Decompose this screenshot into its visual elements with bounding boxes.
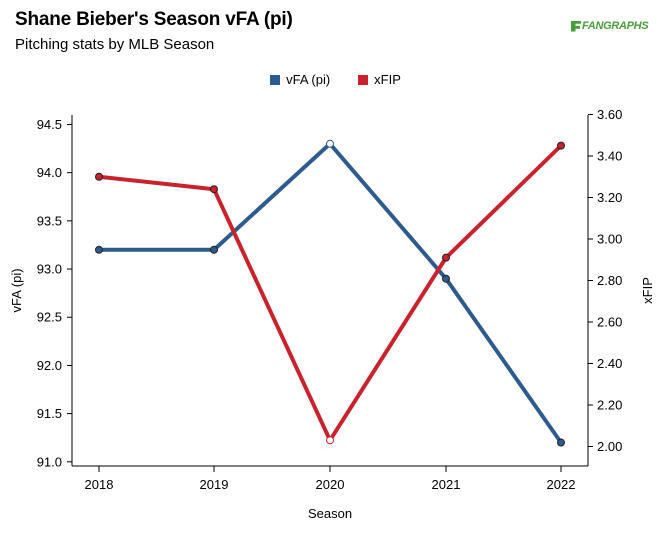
right-tick-label: 2.80 bbox=[597, 273, 622, 288]
data-point-vfa bbox=[557, 438, 565, 447]
right-tick-label: 3.20 bbox=[597, 190, 622, 205]
legend-item-xfip[interactable]: xFIP bbox=[358, 72, 401, 87]
legend-label-vfa: vFA (pi) bbox=[286, 72, 331, 87]
x-axis-title: Season bbox=[308, 506, 352, 521]
x-tick-label: 2018 bbox=[85, 477, 114, 492]
fangraphs-logo: FANGRAPHS bbox=[571, 19, 649, 33]
data-point-xfip bbox=[95, 172, 103, 181]
chart-subtitle: Pitching stats by MLB Season bbox=[15, 36, 215, 53]
right-tick-label: 2.20 bbox=[597, 398, 622, 413]
right-tick-label: 3.40 bbox=[597, 149, 622, 164]
data-point-vfa bbox=[95, 245, 103, 254]
x-tick-label: 2020 bbox=[316, 477, 345, 492]
legend-swatch-vfa bbox=[270, 74, 281, 85]
chart-legend: vFA (pi) xFIP bbox=[0, 72, 671, 87]
data-point-xfip bbox=[442, 253, 450, 262]
left-tick-label: 93.0 bbox=[37, 262, 62, 277]
series-line-xfip bbox=[97, 143, 563, 443]
right-tick-label: 2.40 bbox=[597, 356, 622, 371]
legend-label-xfip: xFIP bbox=[374, 72, 401, 87]
right-tick-label: 3.00 bbox=[597, 232, 622, 247]
left-axis-title: vFA (pi) bbox=[9, 268, 24, 312]
left-tick-label: 92.5 bbox=[37, 310, 62, 325]
data-point-xfip bbox=[557, 141, 565, 150]
fangraphs-logo-text: FANGRAPHS bbox=[582, 20, 649, 32]
data-point-vfa bbox=[442, 274, 450, 283]
series-line-vfa bbox=[97, 141, 563, 445]
left-tick-label: 91.0 bbox=[37, 454, 62, 469]
right-tick-label: 2.00 bbox=[597, 439, 622, 454]
fangraphs-logo-icon bbox=[571, 20, 581, 32]
x-tick-label: 2021 bbox=[432, 477, 461, 492]
x-tick-label: 2019 bbox=[200, 477, 229, 492]
right-axis-title: xFIP bbox=[640, 277, 655, 304]
right-tick-label: 3.60 bbox=[597, 107, 622, 122]
chart-title: Shane Bieber's Season vFA (pi) bbox=[15, 9, 293, 30]
left-tick-label: 91.5 bbox=[37, 406, 62, 421]
x-tick-label: 2022 bbox=[547, 477, 576, 492]
legend-item-vfa[interactable]: vFA (pi) bbox=[270, 72, 330, 87]
left-tick-label: 93.5 bbox=[37, 213, 62, 228]
right-tick-label: 2.60 bbox=[597, 315, 622, 330]
legend-swatch-xfip bbox=[358, 74, 369, 85]
left-tick-label: 94.0 bbox=[37, 165, 62, 180]
data-point-vfa bbox=[210, 245, 218, 254]
data-point-xfip bbox=[326, 436, 334, 445]
data-point-xfip bbox=[210, 185, 218, 194]
data-point-vfa bbox=[326, 139, 334, 148]
left-tick-label: 94.5 bbox=[37, 117, 62, 132]
left-tick-label: 92.0 bbox=[37, 358, 62, 373]
